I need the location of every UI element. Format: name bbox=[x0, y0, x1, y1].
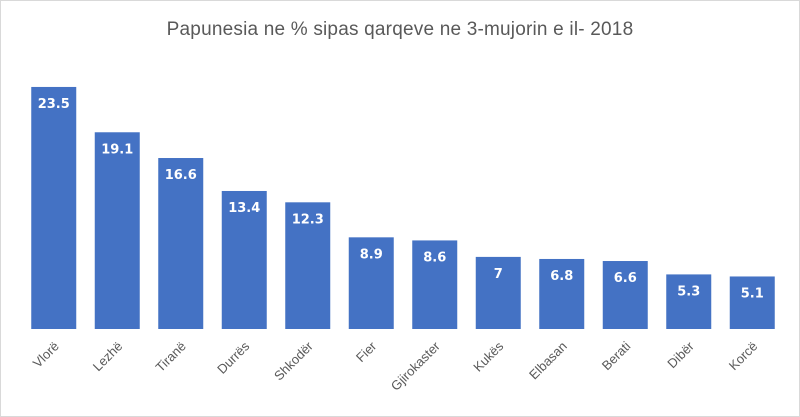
data-label-1: 23.5 bbox=[38, 97, 70, 112]
category-label-10: Berati bbox=[599, 338, 634, 373]
data-label-11: 5.3 bbox=[677, 284, 700, 299]
category-label-8: Kukës bbox=[470, 338, 507, 375]
data-label-12: 5.1 bbox=[741, 286, 764, 301]
category-label-4: Durrës bbox=[214, 338, 253, 377]
data-label-5: 12.3 bbox=[292, 212, 324, 227]
category-label-12: Korcë bbox=[726, 339, 761, 374]
category-label-2: Lezhë bbox=[90, 339, 126, 375]
data-label-7: 8.6 bbox=[423, 250, 446, 265]
category-label-9: Elbasan bbox=[526, 339, 570, 383]
value-labels-group: 23.5 19.1 16.6 13.4 12.3 8.9 8.6 7 6.8 6.6 5.3 5.1 bbox=[38, 97, 764, 302]
bar-7 bbox=[412, 240, 458, 329]
category-label-11: Dibër bbox=[664, 338, 697, 371]
chart-title: Papunesia ne % sipas qarqeve ne 3-mujori… bbox=[166, 19, 634, 40]
data-label-8: 7 bbox=[494, 267, 503, 282]
category-label-5: Shkodër bbox=[271, 338, 316, 383]
bar-3 bbox=[158, 158, 204, 329]
category-label-3: Tiranë bbox=[153, 339, 189, 375]
bar-11 bbox=[666, 274, 712, 329]
bar-9 bbox=[539, 258, 585, 329]
bar-12 bbox=[729, 276, 775, 329]
bar-8 bbox=[475, 256, 521, 329]
category-label-6: Fier bbox=[353, 338, 380, 365]
bar-10 bbox=[602, 261, 648, 329]
category-label-7: Gjirokaster bbox=[388, 338, 444, 394]
bar-5 bbox=[285, 202, 331, 329]
bars-group bbox=[31, 86, 775, 329]
bar-6 bbox=[348, 237, 394, 329]
bar-2 bbox=[94, 132, 140, 329]
data-label-4: 13.4 bbox=[228, 201, 260, 216]
category-label-1: Vlorë bbox=[30, 339, 62, 371]
data-label-2: 19.1 bbox=[101, 142, 133, 157]
bar-4 bbox=[221, 190, 267, 329]
data-label-9: 6.8 bbox=[550, 269, 573, 284]
data-label-6: 8.9 bbox=[360, 247, 383, 262]
data-label-10: 6.6 bbox=[614, 271, 637, 286]
data-label-3: 16.6 bbox=[165, 168, 197, 183]
category-labels-group: Vlorë Lezhë Tiranë Durrës Shkodër Fier Gjiroka… bbox=[30, 338, 761, 394]
bar-1 bbox=[31, 86, 77, 329]
